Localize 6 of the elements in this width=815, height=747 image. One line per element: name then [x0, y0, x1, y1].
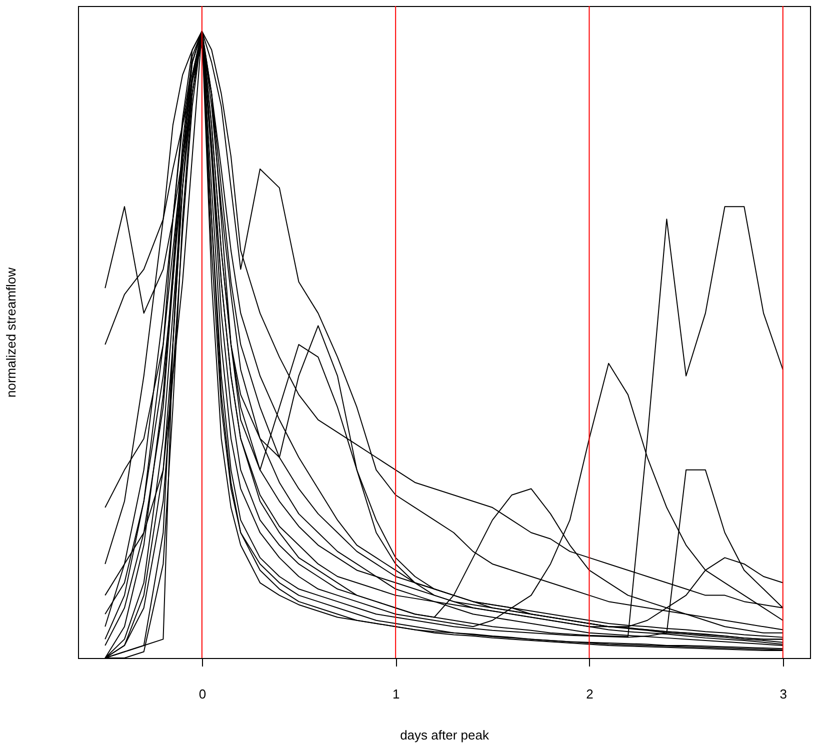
x-tick-label: 1: [392, 686, 400, 702]
y-axis-title: normalized streamflow: [4, 266, 18, 398]
x-axis-title: days after peak: [400, 728, 490, 742]
x-tick-label: 2: [586, 686, 594, 702]
x-tick-label: 3: [780, 686, 788, 702]
x-tick-label: 0: [198, 686, 206, 702]
